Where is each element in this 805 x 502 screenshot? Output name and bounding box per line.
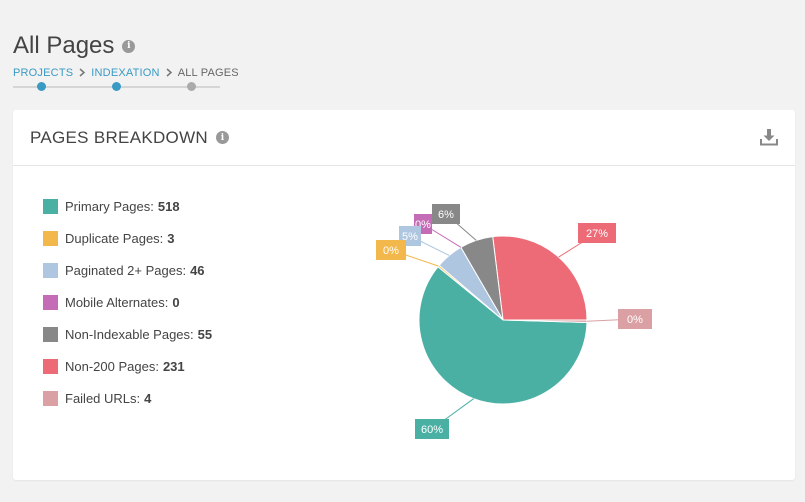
legend-swatch bbox=[43, 294, 58, 310]
legend-label: Paginated 2+ Pages: bbox=[65, 262, 187, 278]
progress-step-3 bbox=[187, 82, 196, 91]
legend-item[interactable]: Non-Indexable Pages: 55 bbox=[43, 318, 212, 350]
legend-value: 4 bbox=[144, 390, 152, 406]
data-label-box bbox=[578, 223, 616, 243]
legend-swatch bbox=[43, 390, 58, 406]
data-label-text: 60% bbox=[421, 424, 443, 436]
legend-value: 46 bbox=[190, 262, 205, 278]
pie-slice[interactable] bbox=[492, 235, 588, 321]
legend-swatch bbox=[43, 326, 58, 342]
chevron-right-icon bbox=[79, 66, 86, 80]
legend-value: 55 bbox=[197, 326, 213, 342]
legend-item[interactable]: Primary Pages: 518 bbox=[43, 190, 212, 222]
legend-label: Duplicate Pages: bbox=[65, 230, 164, 246]
legend-swatch bbox=[43, 198, 58, 214]
info-icon[interactable]: i bbox=[216, 131, 229, 144]
breadcrumb-indexation[interactable]: INDEXATION bbox=[91, 67, 160, 79]
data-label-box bbox=[432, 204, 460, 224]
data-label-box bbox=[415, 419, 449, 439]
page-title-text: All Pages bbox=[13, 32, 115, 59]
data-label-text: 0% bbox=[383, 245, 399, 257]
pie-chart: 27%6%0%5%0%60%0% bbox=[376, 204, 652, 439]
legend-label: Failed URLs: bbox=[65, 390, 141, 406]
legend-swatch bbox=[43, 358, 58, 374]
data-label-text: 5% bbox=[402, 231, 418, 243]
legend-item[interactable]: Paginated 2+ Pages: 46 bbox=[43, 254, 212, 286]
data-label: 0% bbox=[618, 309, 652, 329]
data-label: 0% bbox=[376, 240, 406, 260]
legend-label: Primary Pages: bbox=[65, 198, 154, 214]
data-label-box bbox=[376, 240, 406, 260]
page-title: All Pages i bbox=[13, 32, 136, 60]
legend-label: Non-200 Pages: bbox=[65, 358, 159, 374]
chart-legend: Primary Pages: 518 Duplicate Pages: 3 Pagina… bbox=[43, 190, 212, 414]
card-title: PAGES BREAKDOWN bbox=[30, 127, 208, 147]
data-label-box bbox=[618, 309, 652, 329]
legend-item[interactable]: Mobile Alternates: 0 bbox=[43, 286, 212, 318]
legend-value: 3 bbox=[167, 230, 175, 246]
legend-value: 518 bbox=[157, 198, 180, 214]
download-icon[interactable] bbox=[760, 128, 778, 146]
data-label: 27% bbox=[578, 223, 616, 243]
info-icon[interactable]: i bbox=[122, 39, 136, 53]
breadcrumb-current: ALL PAGES bbox=[177, 67, 239, 79]
data-label-text: 0% bbox=[627, 314, 643, 326]
breadcrumb: PROJECTS INDEXATION ALL PAGES bbox=[13, 66, 239, 80]
legend-value: 0 bbox=[172, 294, 180, 310]
legend-swatch bbox=[43, 262, 58, 278]
pages-breakdown-card: PAGES BREAKDOWN i Primary Pages: 518 Dupli… bbox=[13, 110, 795, 480]
data-label: 60% bbox=[415, 419, 449, 439]
progress-step-2[interactable] bbox=[112, 82, 121, 91]
legend-item[interactable]: Duplicate Pages: 3 bbox=[43, 222, 212, 254]
legend-swatch bbox=[43, 230, 58, 246]
chevron-right-icon bbox=[166, 66, 172, 80]
card-header: PAGES BREAKDOWN i bbox=[13, 110, 795, 166]
legend-label: Mobile Alternates: bbox=[65, 294, 169, 310]
legend-label: Non-Indexable Pages: bbox=[65, 326, 194, 342]
legend-item[interactable]: Non-200 Pages: 231 bbox=[43, 350, 212, 382]
breadcrumb-progress bbox=[13, 82, 220, 92]
data-label-text: 6% bbox=[438, 209, 454, 221]
breadcrumb-projects[interactable]: PROJECTS bbox=[13, 67, 74, 79]
data-label: 6% bbox=[432, 204, 460, 224]
legend-item[interactable]: Failed URLs: 4 bbox=[43, 382, 212, 414]
progress-step-1[interactable] bbox=[37, 82, 46, 91]
data-label-text: 27% bbox=[586, 228, 608, 240]
legend-value: 231 bbox=[162, 358, 185, 374]
